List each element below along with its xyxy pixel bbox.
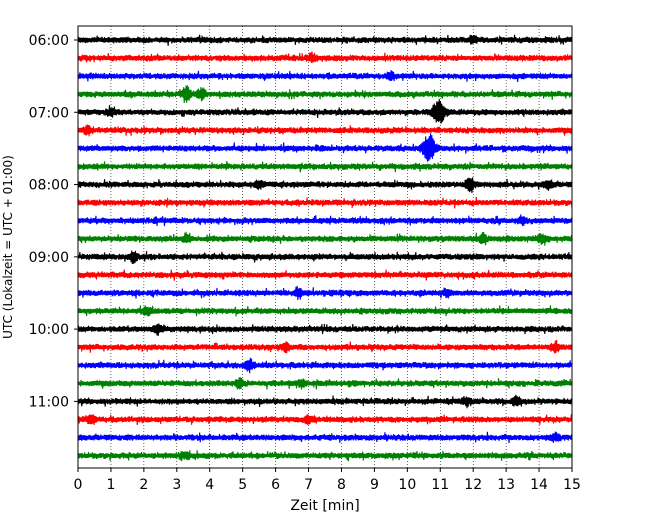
trace-12 xyxy=(77,250,573,264)
trace-15 xyxy=(77,305,573,317)
y-tick-label: 06:00 xyxy=(29,33,69,49)
x-tick-label: 7 xyxy=(304,477,313,493)
x-axis-title: Zeit [min] xyxy=(290,498,359,514)
trace-0 xyxy=(77,34,573,46)
x-axis-ticks: 0 1 2 3 4 5 6 7 8 9 10 11 12 13 14 15 xyxy=(74,468,581,493)
trace-10 xyxy=(77,214,573,227)
x-tick-label: 9 xyxy=(370,477,379,493)
x-tick-label: 0 xyxy=(74,477,83,493)
x-tick-label: 11 xyxy=(431,477,449,493)
trace-13 xyxy=(77,269,573,281)
trace-11 xyxy=(77,231,573,246)
x-tick-label: 14 xyxy=(530,477,548,493)
trace-8 xyxy=(77,177,573,193)
trace-1 xyxy=(77,51,573,63)
trace-17 xyxy=(77,340,573,354)
trace-7 xyxy=(77,160,573,173)
x-tick-label: 6 xyxy=(271,477,280,493)
trace-20 xyxy=(77,394,573,409)
trace-9 xyxy=(77,197,573,209)
y-tick-label: 08:00 xyxy=(29,178,69,194)
trace-22 xyxy=(77,431,573,444)
trace-3 xyxy=(77,85,573,104)
x-tick-label: 10 xyxy=(398,477,416,493)
trace-5 xyxy=(77,124,573,137)
x-tick-label: 2 xyxy=(139,477,148,493)
trace-16 xyxy=(77,323,573,336)
y-tick-label: 10:00 xyxy=(29,322,69,338)
trace-19 xyxy=(77,377,573,390)
x-tick-label: 5 xyxy=(238,477,247,493)
x-tick-label: 1 xyxy=(106,477,115,493)
trace-14 xyxy=(77,286,573,301)
x-tick-label: 13 xyxy=(497,477,515,493)
y-tick-label: 07:00 xyxy=(29,105,69,121)
trace-2 xyxy=(77,69,573,82)
y-tick-label: 11:00 xyxy=(29,394,69,410)
x-tick-label: 12 xyxy=(464,477,482,493)
trace-6 xyxy=(77,133,573,162)
trace-18 xyxy=(77,357,573,374)
x-tick-label: 8 xyxy=(337,477,346,493)
y-axis-title: UTC (Lokalzeit = UTC + 01:00) xyxy=(1,155,15,339)
x-tick-label: 4 xyxy=(205,477,214,493)
seismogram-traces xyxy=(77,34,573,462)
trace-4 xyxy=(77,98,573,124)
x-tick-label: 15 xyxy=(563,477,581,493)
y-axis-ticks: 06:00 07:00 08:00 09:00 10:00 11:00 xyxy=(29,33,78,410)
x-tick-label: 3 xyxy=(172,477,181,493)
trace-23 xyxy=(77,450,573,462)
y-tick-label: 09:00 xyxy=(29,250,69,266)
plot-frame xyxy=(77,25,573,469)
trace-21 xyxy=(77,414,573,425)
